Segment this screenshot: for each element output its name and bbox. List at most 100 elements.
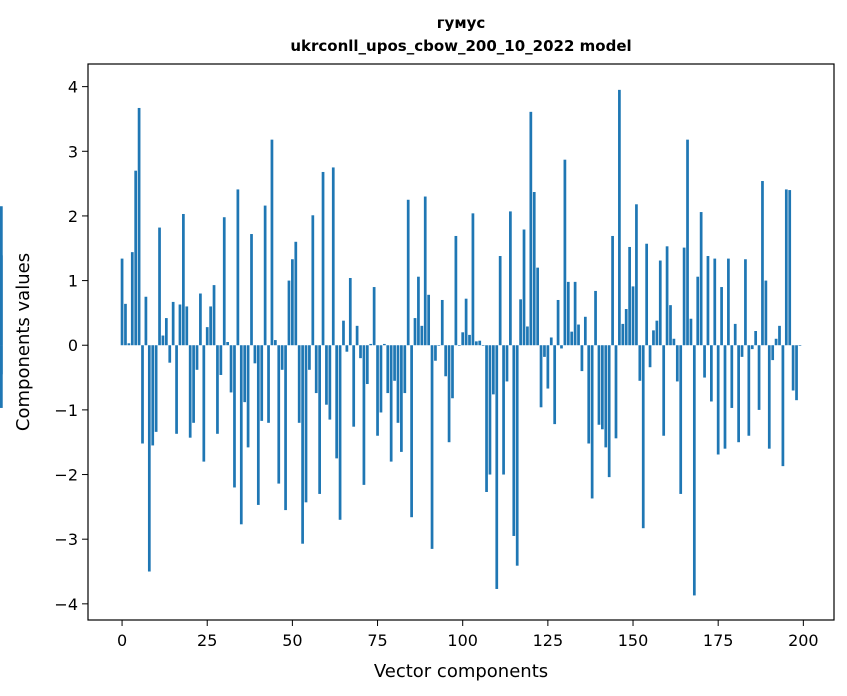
bar-141	[601, 345, 604, 430]
bar-198	[795, 345, 798, 401]
bar-148	[624, 309, 628, 346]
bar-65	[342, 320, 345, 346]
bar-84	[406, 199, 410, 346]
bar-99	[457, 345, 461, 346]
bar-169	[696, 276, 700, 346]
y-tick-label-1: 1	[68, 272, 78, 291]
bar-70	[359, 345, 362, 359]
bar-80	[393, 345, 396, 381]
bar-1	[124, 303, 127, 346]
bar-40	[256, 345, 260, 505]
bar-180	[733, 323, 737, 346]
bar-199	[798, 345, 802, 346]
bar-undefined	[0, 345, 3, 408]
bar-60	[325, 345, 328, 405]
bar-31	[226, 342, 230, 346]
bar-188	[761, 181, 764, 346]
bar-4	[134, 170, 138, 346]
bar-83	[403, 345, 407, 394]
bar-42	[263, 205, 267, 346]
bar-109	[491, 345, 495, 395]
bar-185	[750, 345, 754, 350]
bar-51	[294, 241, 298, 346]
bar-67	[348, 277, 352, 346]
bar-19	[185, 306, 189, 346]
bar-142	[604, 345, 608, 448]
bar-43	[267, 345, 270, 423]
bar-119	[526, 326, 529, 346]
bar-82	[400, 345, 403, 452]
bar-103	[471, 213, 475, 346]
bar-72	[365, 345, 369, 385]
bar-44	[270, 139, 274, 346]
bar-20	[188, 345, 192, 438]
bar-25	[205, 327, 209, 346]
y-tick-label-3: 3	[68, 142, 78, 161]
bar-7	[144, 296, 148, 346]
bar-117	[519, 299, 522, 346]
bar-33	[233, 345, 236, 488]
bars-group	[0, 89, 802, 596]
bar-159	[662, 345, 666, 436]
bar-145	[614, 345, 618, 439]
bar-192	[774, 338, 778, 346]
bar-126	[549, 337, 553, 346]
bar-170	[699, 212, 703, 346]
bar-143	[607, 345, 611, 478]
bar-34	[236, 189, 240, 346]
bar-179	[730, 345, 734, 408]
bar-92	[434, 345, 437, 361]
bar-134	[577, 324, 580, 346]
bar-177	[723, 345, 727, 449]
bar-166	[686, 139, 689, 346]
bar-104	[474, 341, 478, 346]
y-tick-label--3: −3	[54, 530, 78, 549]
bar-76	[379, 345, 383, 413]
bar-138	[590, 345, 594, 499]
bar-183	[744, 259, 747, 346]
bar-73	[369, 343, 373, 346]
bar-52	[297, 345, 301, 423]
chart-subtitle: ukrconll_upos_cbow_200_10_2022 model	[290, 37, 631, 55]
bar-154	[645, 243, 649, 346]
bar-158	[658, 260, 662, 346]
bar-176	[720, 287, 723, 346]
bar-26	[209, 306, 212, 346]
bar-98	[454, 235, 458, 346]
bar-197	[791, 345, 795, 391]
bar-156	[652, 330, 655, 346]
bar-68	[352, 345, 356, 427]
bar-undefined	[0, 255, 3, 346]
y-tick-label--4: −4	[54, 595, 78, 614]
bar-88	[420, 325, 424, 346]
bar-174	[713, 258, 717, 346]
bar-124	[543, 345, 546, 357]
bar-107	[485, 345, 488, 492]
bar-49	[287, 280, 291, 346]
bar-86	[413, 318, 417, 346]
bar-16	[175, 345, 178, 434]
bar-108	[488, 345, 492, 475]
bar-155	[648, 345, 652, 368]
bar-115	[512, 345, 516, 536]
bar-6	[141, 345, 144, 444]
bar-105	[478, 340, 482, 346]
bar-150	[631, 286, 635, 346]
bar-45	[273, 340, 277, 346]
bar-97	[451, 345, 454, 399]
bar-23	[199, 293, 202, 346]
bar-9	[151, 345, 155, 446]
x-tick-label-0: 0	[117, 631, 127, 650]
bar-193	[778, 325, 781, 346]
x-tick-label-100: 100	[447, 631, 478, 650]
bar-190	[767, 345, 771, 449]
x-tick-label-125: 125	[533, 631, 564, 650]
x-axis-label: Vector components	[374, 661, 548, 682]
bar-127	[553, 345, 557, 425]
bar-168	[692, 345, 696, 596]
bar-140	[597, 345, 601, 425]
bar-195	[784, 189, 788, 346]
bar-152	[638, 345, 642, 381]
bar-196	[788, 190, 792, 346]
bar-15	[171, 301, 175, 346]
